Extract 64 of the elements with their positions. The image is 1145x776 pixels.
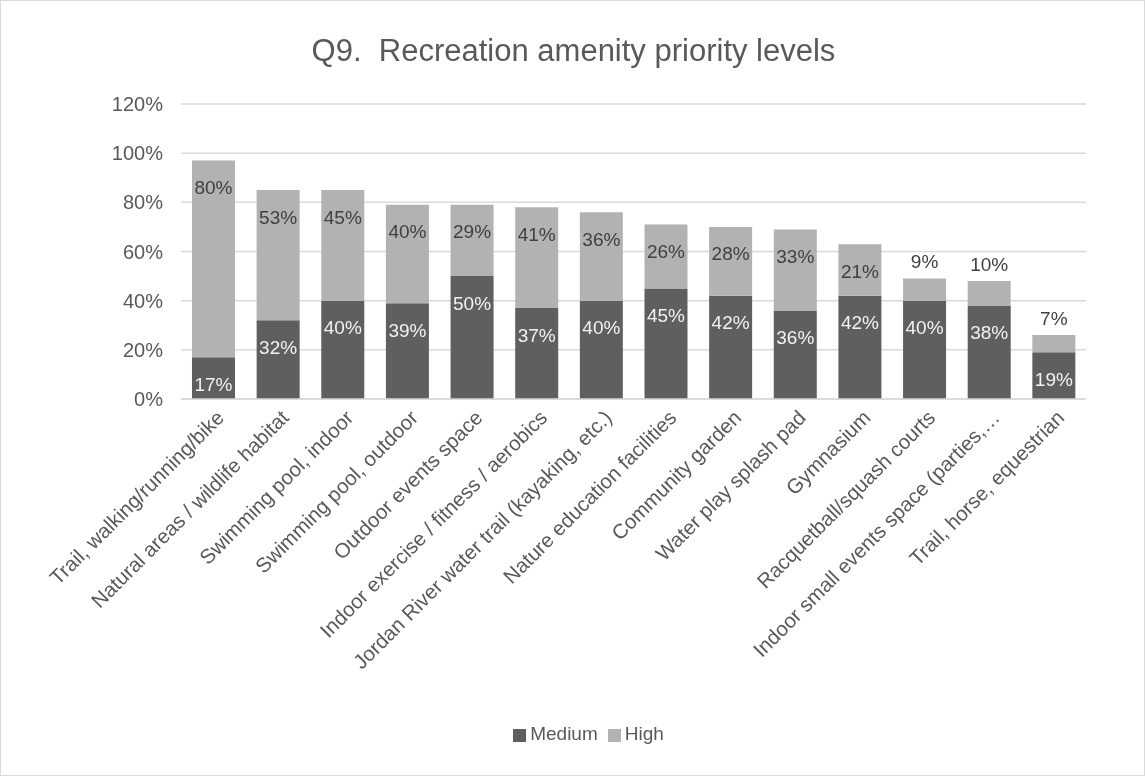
- bar: [773, 310, 817, 399]
- data-label: 21%: [840, 260, 880, 282]
- data-label: 42%: [840, 312, 880, 334]
- data-label: 32%: [259, 336, 298, 358]
- bar: [191, 160, 235, 358]
- data-label: 40%: [582, 317, 621, 339]
- bar: [709, 226, 753, 296]
- y-tick-label: 80%: [122, 191, 164, 214]
- data-label: 45%: [646, 304, 686, 326]
- data-label: 42%: [711, 312, 750, 334]
- y-tick-label: 100%: [111, 142, 164, 165]
- y-tick-label: 40%: [122, 289, 164, 312]
- bar: [385, 204, 429, 304]
- bar: [903, 278, 947, 301]
- data-label: 36%: [776, 327, 815, 348]
- legend-label: Medium: [530, 723, 598, 744]
- data-label: 19%: [1034, 368, 1073, 390]
- bar: [321, 190, 365, 301]
- data-label: 7%: [1040, 307, 1068, 329]
- data-label: 9%: [910, 251, 939, 273]
- data-label: 39%: [388, 319, 427, 341]
- bar: [579, 300, 623, 399]
- bar: [256, 320, 300, 399]
- y-tick-label: 120%: [111, 93, 164, 116]
- data-label: 80%: [194, 177, 233, 199]
- bar: [1032, 335, 1076, 353]
- y-tick-label: 20%: [122, 338, 164, 361]
- data-label: 33%: [776, 245, 815, 267]
- data-label: 26%: [646, 240, 686, 262]
- y-tick-label: 60%: [122, 240, 164, 263]
- bar: [450, 204, 494, 277]
- data-label: 41%: [517, 223, 556, 245]
- data-label: 10%: [970, 253, 1009, 275]
- bar: [773, 229, 817, 311]
- bar: [321, 300, 365, 399]
- data-label: 40%: [323, 317, 362, 339]
- bar: [450, 276, 494, 399]
- bar: [967, 281, 1011, 306]
- data-label: 29%: [453, 221, 492, 243]
- data-label: 38%: [970, 322, 1009, 344]
- bar: [838, 295, 882, 399]
- bar: [256, 190, 300, 321]
- data-label: 40%: [905, 317, 944, 339]
- data-label: 50%: [453, 292, 492, 314]
- bar: [709, 295, 753, 399]
- data-label: 53%: [259, 206, 298, 228]
- chart-title: Q9. Recreation amenity priority levels: [310, 33, 837, 69]
- data-label: 40%: [388, 221, 427, 243]
- bar: [967, 305, 1011, 399]
- data-label: 17%: [194, 373, 233, 395]
- data-label: 28%: [711, 243, 750, 265]
- bar: [838, 244, 882, 296]
- bar: [903, 300, 947, 399]
- data-label: 37%: [517, 324, 556, 346]
- bar: [385, 303, 429, 399]
- bar: [579, 212, 623, 301]
- legend-label: High: [624, 723, 664, 744]
- data-label: 45%: [323, 206, 362, 228]
- bar: [515, 308, 559, 399]
- bar: [515, 207, 559, 309]
- bar: [644, 224, 688, 289]
- bar: [644, 288, 688, 399]
- data-label: 36%: [582, 228, 621, 250]
- y-tick-label: 0%: [134, 388, 164, 411]
